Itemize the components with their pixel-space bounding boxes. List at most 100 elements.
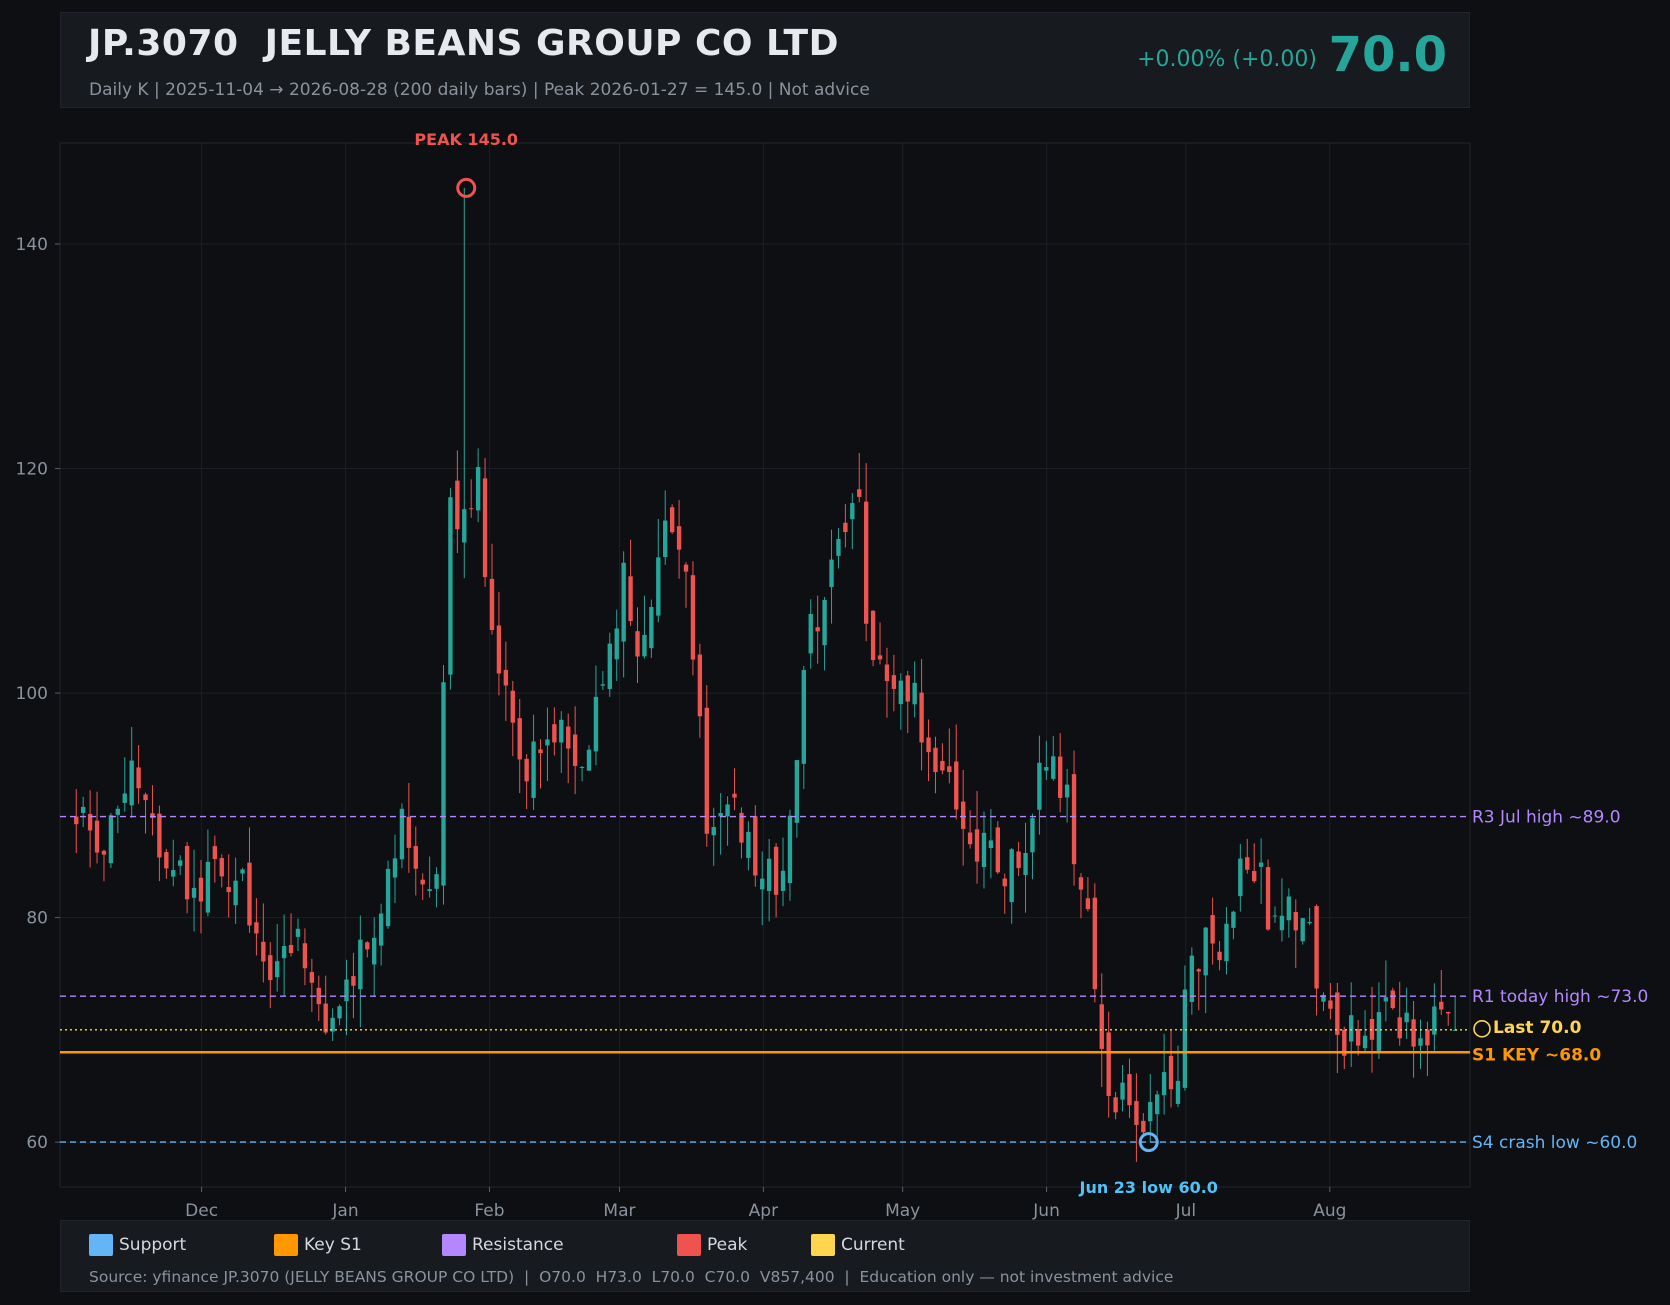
candle-body — [399, 808, 405, 860]
candle — [1189, 947, 1195, 1015]
candle — [649, 599, 654, 658]
candle — [136, 745, 141, 804]
y-tick-label: 140 — [16, 235, 48, 255]
chart-header: JP.3070 JELLY BEANS GROUP CO LTD Daily K… — [60, 12, 1470, 108]
candle — [337, 1004, 342, 1026]
candle-body — [1030, 818, 1035, 853]
candle — [164, 848, 169, 879]
candle — [503, 641, 509, 722]
candle — [1439, 970, 1444, 1015]
candle-body — [469, 508, 474, 510]
candle — [593, 665, 599, 766]
candle-body — [1155, 1094, 1160, 1115]
candle — [760, 851, 765, 926]
candle-body — [1106, 1032, 1111, 1096]
candle-body — [863, 501, 869, 624]
candle — [794, 760, 800, 838]
candle — [171, 839, 176, 887]
candle-body — [1293, 912, 1298, 931]
candle-body — [579, 766, 585, 768]
support-marker-circle — [1138, 1132, 1159, 1153]
candle — [663, 490, 668, 565]
candle-body — [1258, 862, 1264, 867]
candle-body — [1328, 1000, 1333, 1009]
candle-body — [967, 832, 973, 845]
candle — [1148, 1073, 1153, 1143]
candle — [1411, 1000, 1416, 1078]
candle-body — [815, 627, 820, 632]
legend-item-peak: Peak — [677, 1234, 747, 1256]
candle-body — [870, 610, 876, 661]
candle — [1064, 769, 1070, 823]
candle-body — [198, 877, 204, 902]
x-tick-label: Apr — [749, 1201, 778, 1220]
candle-body — [559, 719, 564, 743]
candle — [1390, 987, 1395, 1010]
candle-body — [1057, 756, 1063, 798]
candle — [725, 796, 730, 846]
candle-body — [1189, 955, 1195, 1002]
candlestick-chart: 60 80 100 120 140 Dec Jan Feb Mar Apr May Jun Jul Aug… — [16, 130, 1649, 1220]
candle — [316, 975, 321, 1021]
candle — [233, 857, 238, 924]
candle-body — [1376, 1012, 1382, 1051]
candle — [489, 543, 495, 635]
candle — [1161, 1033, 1167, 1115]
candle — [143, 792, 148, 834]
candle — [1210, 897, 1215, 965]
candle-body — [905, 675, 910, 702]
candle — [434, 867, 439, 908]
candle — [524, 754, 529, 810]
candle-body — [1321, 994, 1326, 1002]
candle-body — [1404, 1012, 1409, 1023]
candle — [261, 903, 266, 983]
candle-body — [739, 812, 744, 843]
candle-body — [1092, 897, 1098, 990]
candle — [801, 665, 806, 789]
x-tick-label: Feb — [474, 1201, 504, 1220]
candle-body — [1134, 1101, 1139, 1125]
candle-body — [1203, 927, 1208, 976]
candle-body — [1335, 992, 1340, 1035]
candle — [309, 958, 315, 1013]
candle — [559, 711, 564, 773]
candle-body — [420, 879, 425, 885]
candle — [1279, 878, 1285, 942]
candle-body — [1432, 1006, 1437, 1035]
candle — [1446, 1011, 1451, 1026]
candle-body — [337, 1006, 342, 1019]
candle-body — [212, 846, 218, 860]
price-change: +0.00% (+0.00) — [1137, 47, 1317, 72]
candle — [753, 805, 758, 887]
candle — [455, 450, 460, 554]
candle-body — [1383, 997, 1389, 1002]
candle — [1355, 1020, 1361, 1056]
candle — [1120, 1064, 1125, 1112]
candle — [1092, 883, 1098, 1003]
candle — [780, 837, 786, 907]
candle-body — [288, 944, 294, 954]
candle-body — [1397, 1017, 1402, 1039]
candle — [1155, 1090, 1160, 1139]
legend-label: Peak — [707, 1235, 748, 1255]
candle-body — [1418, 1038, 1423, 1046]
candle-body — [164, 852, 169, 869]
candle-body — [1362, 1035, 1368, 1049]
legend-item-resistance: Resistance — [442, 1234, 564, 1256]
candle-body — [1099, 1004, 1104, 1049]
candle-body — [552, 724, 557, 743]
candle — [1196, 968, 1201, 1011]
candle — [1342, 1026, 1347, 1070]
candle — [1321, 992, 1326, 1012]
legend-label: Support — [119, 1235, 187, 1255]
candle — [635, 607, 640, 684]
legend-item-current: Current — [811, 1234, 905, 1256]
candle — [1258, 838, 1264, 905]
candle — [822, 596, 827, 671]
candle — [704, 685, 709, 847]
candle-body — [178, 860, 183, 866]
candle-body — [1314, 906, 1319, 989]
candle-body — [621, 562, 626, 642]
candle — [226, 854, 231, 918]
candle — [940, 743, 945, 775]
